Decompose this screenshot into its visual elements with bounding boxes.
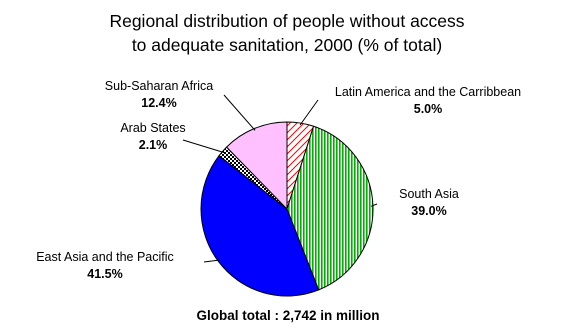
global-total-note: Global total : 2,742 in million	[196, 308, 379, 323]
slice-value-east-asia: 41.5%	[87, 267, 122, 281]
slice-label-sub-saharan-africa: Sub-Saharan Africa	[105, 79, 213, 93]
pie-slice-sub-saharan-africa	[225, 121, 288, 211]
leader-lines	[182, 94, 378, 263]
slice-value-sub-saharan-africa: 12.4%	[141, 96, 176, 110]
leader-line	[182, 139, 225, 154]
leader-line	[299, 99, 319, 126]
pie-slice-south-asia	[286, 125, 374, 291]
slice-label-latin-america: Latin America and the Carribbean	[335, 85, 521, 99]
leader-line	[223, 94, 256, 131]
slice-label-arab-states: Arab States	[120, 121, 185, 135]
leader-line	[370, 203, 378, 207]
leader-line	[203, 259, 220, 263]
pie-slices	[200, 121, 374, 297]
chart-title-line-1: Regional distribution of people without …	[109, 11, 464, 31]
slice-value-latin-america: 5.0%	[414, 102, 443, 116]
chart-title-line-2: to adequate sanitation, 2000 (% of total…	[132, 35, 442, 55]
slice-label-south-asia: South Asia	[399, 187, 459, 201]
pie-slice-east-asia-and-the-pacific	[200, 154, 320, 297]
slice-value-south-asia: 39.0%	[411, 204, 446, 218]
slice-value-arab-states: 2.1%	[139, 138, 168, 152]
slice-label-east-asia: East Asia and the Pacific	[36, 250, 174, 264]
